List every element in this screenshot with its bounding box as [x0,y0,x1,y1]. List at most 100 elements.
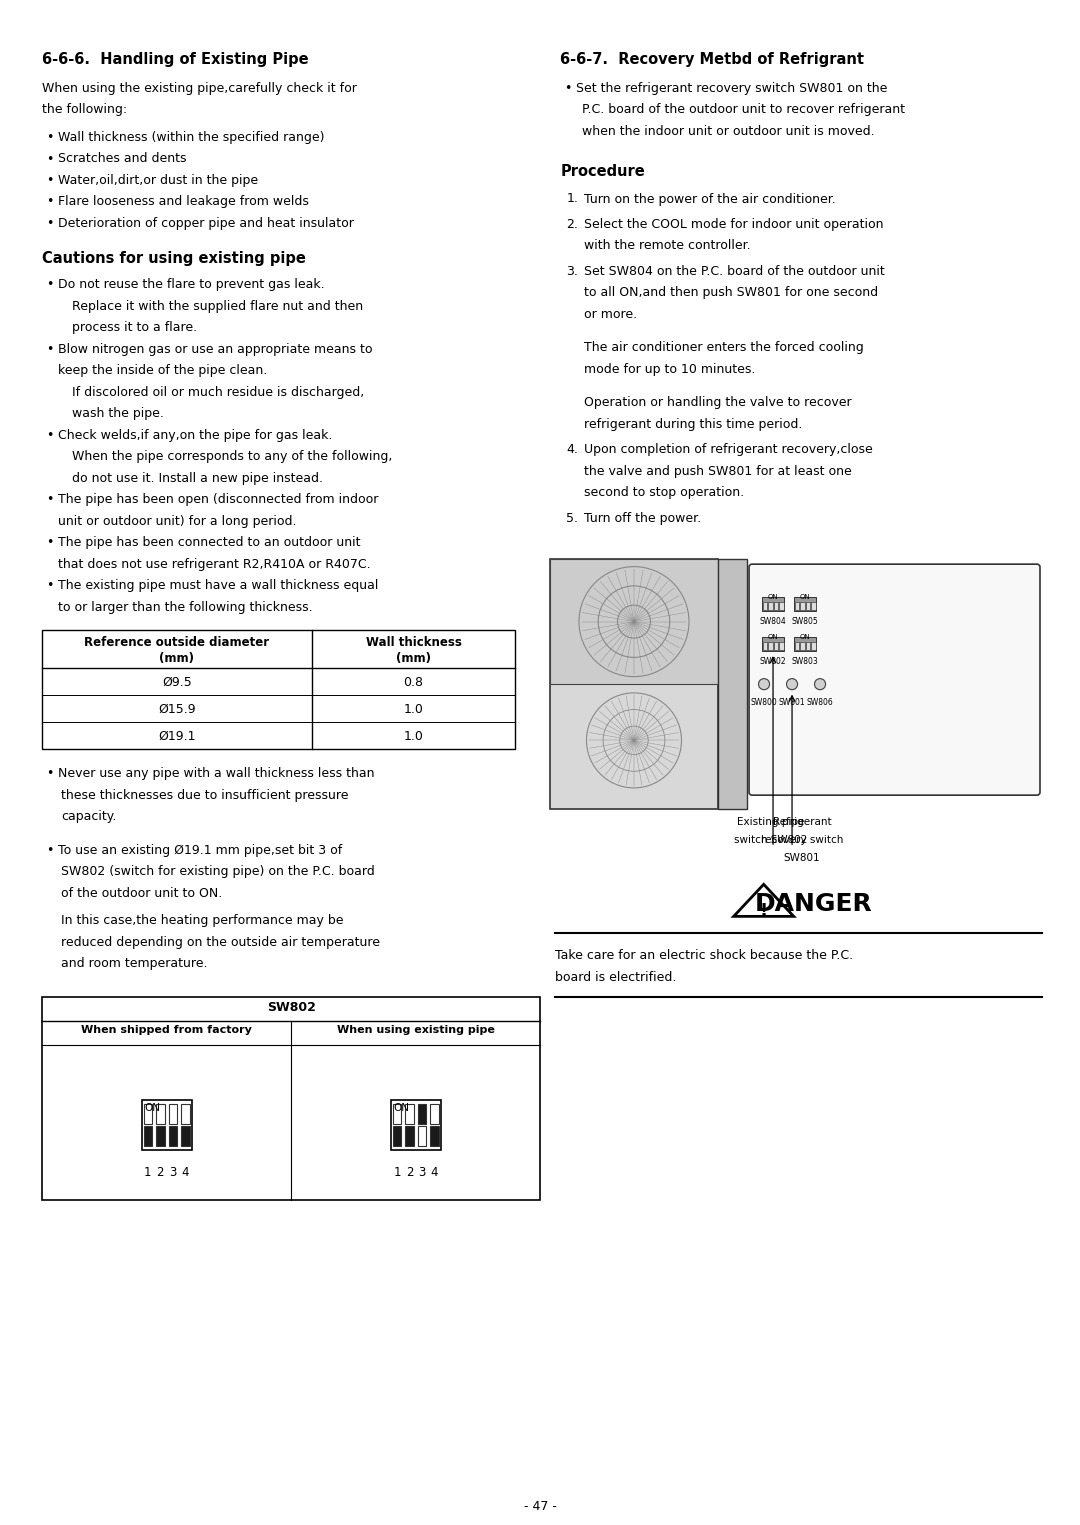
Text: SW806: SW806 [807,697,834,706]
Text: Select the COOL mode for indoor unit operation: Select the COOL mode for indoor unit ope… [584,218,883,230]
Text: keep the inside of the pipe clean.: keep the inside of the pipe clean. [58,364,267,378]
Circle shape [758,679,770,689]
Text: of the outdoor unit to ON.: of the outdoor unit to ON. [60,888,222,900]
Bar [795,602,799,610]
Bar [795,642,799,650]
Text: Procedure: Procedure [561,165,645,180]
Text: SW802 (switch for existing pipe) on the P.C. board: SW802 (switch for existing pipe) on the … [60,866,375,878]
Text: Turn on the power of the air conditioner.: Turn on the power of the air conditioner… [584,192,836,206]
Text: •: • [46,152,53,166]
Bar [157,1125,164,1145]
Text: To use an existing Ø19.1 mm pipe,set bit 3 of: To use an existing Ø19.1 mm pipe,set bit… [58,843,342,857]
Bar [551,560,717,685]
Bar [405,1104,414,1124]
Text: 4.: 4. [566,444,578,456]
Text: Ø19.1: Ø19.1 [158,730,195,743]
Text: Set SW804 on the P.C. board of the outdoor unit: Set SW804 on the P.C. board of the outdo… [584,265,886,278]
Text: The air conditioner enters the forced cooling: The air conditioner enters the forced co… [584,342,864,354]
Text: Turn off the power.: Turn off the power. [584,512,702,525]
Text: Take care for an electric shock because the P.C.: Take care for an electric shock because … [555,949,853,962]
Bar [762,637,784,651]
Text: SW805: SW805 [792,618,819,627]
Text: 6-6-7.  Recovery Metbd of Refrigrant: 6-6-7. Recovery Metbd of Refrigrant [561,52,864,67]
Text: Set the refrigerant recovery switch SW801 on the: Set the refrigerant recovery switch SW80… [577,82,888,95]
Text: !: ! [759,903,768,920]
Circle shape [814,679,825,689]
Text: 1.0: 1.0 [404,730,423,743]
Bar [773,642,778,650]
Bar [794,598,816,612]
Text: wash the pipe.: wash the pipe. [72,407,164,421]
Text: ON: ON [799,634,810,640]
Bar [168,1125,177,1145]
Text: SW801: SW801 [784,852,821,863]
Text: do not use it. Install a new pipe instead.: do not use it. Install a new pipe instea… [72,473,323,485]
Bar [418,1125,427,1145]
Text: When using existing pipe: When using existing pipe [337,1025,495,1035]
Text: Ø9.5: Ø9.5 [162,676,192,689]
Text: 0.8: 0.8 [404,676,423,689]
Bar [42,630,515,749]
Bar [768,642,772,650]
Text: Wall thickness (within the specified range): Wall thickness (within the specified ran… [58,131,324,143]
Text: •: • [46,843,53,857]
Text: the valve and push SW801 for at least one: the valve and push SW801 for at least on… [584,465,852,477]
Text: 3: 3 [170,1167,176,1179]
Text: 6-6-6.  Handling of Existing Pipe: 6-6-6. Handling of Existing Pipe [42,52,309,67]
Bar [806,602,810,610]
Bar [157,1104,164,1124]
Text: ON: ON [145,1103,161,1113]
Text: 3.: 3. [566,265,578,278]
Bar [762,602,767,610]
Text: •: • [46,217,53,230]
Text: Deterioration of copper pipe and heat insulator: Deterioration of copper pipe and heat in… [58,217,354,230]
Text: and room temperature.: and room temperature. [60,958,207,970]
Text: 1.0: 1.0 [404,703,423,717]
Text: The pipe has been connected to an outdoor unit: The pipe has been connected to an outdoo… [58,537,361,549]
Bar [794,637,816,651]
Text: or more.: or more. [584,308,637,320]
Bar [717,560,747,810]
Bar [800,602,805,610]
Text: DANGER: DANGER [755,892,873,917]
Text: recovery switch: recovery switch [760,836,843,845]
Text: Never use any pipe with a wall thickness less than: Never use any pipe with a wall thickness… [58,767,375,781]
Text: Replace it with the supplied flare nut and then: Replace it with the supplied flare nut a… [72,300,363,313]
Text: •: • [565,82,571,95]
Text: ON: ON [768,595,779,601]
Text: Upon completion of refrigerant recovery,close: Upon completion of refrigerant recovery,… [584,444,873,456]
Text: - 47 -: - 47 - [524,1501,556,1513]
FancyBboxPatch shape [750,564,1040,795]
Bar [144,1104,152,1124]
Text: board is electrified.: board is electrified. [555,970,677,984]
Text: When using the existing pipe,carefully check it for: When using the existing pipe,carefully c… [42,82,356,95]
Text: •: • [46,580,53,593]
Bar [811,642,815,650]
Text: Refrigerant: Refrigerant [772,817,832,827]
Text: SW803: SW803 [792,657,819,666]
Text: 2: 2 [406,1167,414,1179]
Text: (mm): (mm) [160,653,194,665]
Text: P.C. board of the outdoor unit to recover refrigerant: P.C. board of the outdoor unit to recove… [582,104,905,116]
Text: •: • [46,494,53,506]
Text: •: • [46,343,53,355]
Text: Blow nitrogen gas or use an appropriate means to: Blow nitrogen gas or use an appropriate … [58,343,373,355]
Text: SW801: SW801 [779,697,806,706]
Text: Cautions for using existing pipe: Cautions for using existing pipe [42,250,306,265]
Text: •: • [46,279,53,291]
Text: that does not use refrigerant R2,R410A or R407C.: that does not use refrigerant R2,R410A o… [58,558,370,570]
Circle shape [786,679,797,689]
Text: Ø15.9: Ø15.9 [158,703,195,717]
Text: the following:: the following: [42,104,127,116]
Text: •: • [46,174,53,188]
Text: 2.: 2. [566,218,578,230]
Bar [181,1104,190,1124]
Bar [779,642,784,650]
Bar [393,1125,402,1145]
Text: reduced depending on the outside air temperature: reduced depending on the outside air tem… [60,936,380,949]
Text: Operation or handling the valve to recover: Operation or handling the valve to recov… [584,396,852,409]
Text: to all ON,and then push SW801 for one second: to all ON,and then push SW801 for one se… [584,287,878,299]
Bar [811,602,815,610]
Bar [168,1104,177,1124]
Bar [391,1100,441,1150]
